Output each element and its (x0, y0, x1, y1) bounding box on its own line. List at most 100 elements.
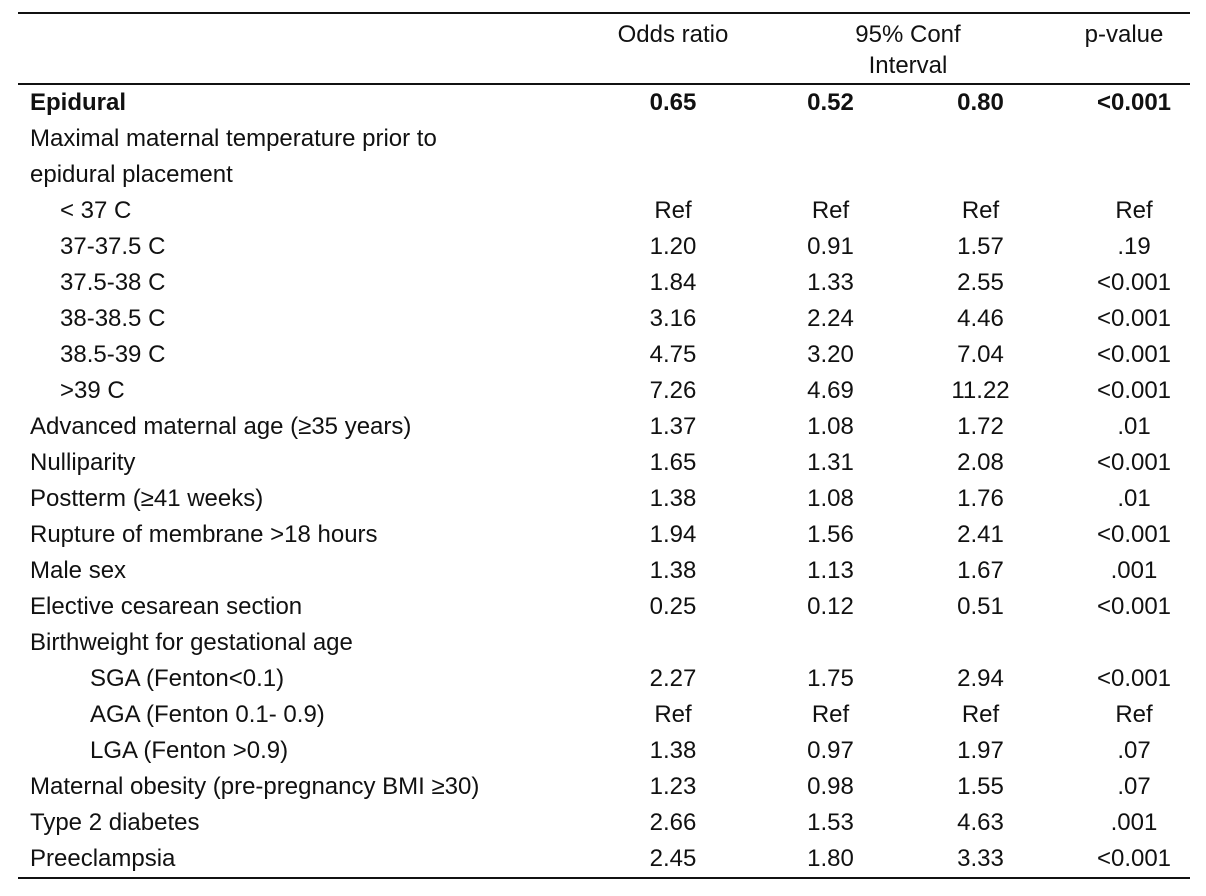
odds-ratio-table: Odds ratio 95% Conf p-value Interval Epi… (18, 12, 1190, 879)
table-row: Nulliparity 1.65 1.31 2.08 <0.001 (18, 445, 1190, 481)
ci-lower-cell: 0.91 (807, 233, 854, 260)
ci-upper-cell (903, 157, 1058, 193)
p-value-cell: <0.001 (1096, 593, 1172, 620)
ci-lower-cell: 0.98 (807, 773, 854, 800)
row-label: Nulliparity (30, 449, 136, 476)
odds-ratio-cell: 3.16 (649, 305, 697, 332)
ci-upper-cell: Ref (961, 701, 1000, 728)
table-row: SGA (Fenton<0.1) 2.27 1.75 2.94 <0.001 (18, 661, 1190, 697)
p-value-cell: <0.001 (1096, 521, 1172, 548)
ci-upper-cell: 11.22 (951, 377, 1010, 404)
header-odds-ratio: Odds ratio (588, 12, 758, 51)
odds-ratio-cell: 1.94 (649, 521, 697, 548)
table-row: < 37 C Ref Ref Ref Ref (18, 193, 1190, 229)
ci-lower-cell: 0.12 (807, 593, 854, 620)
row-label: epidural placement (30, 161, 233, 188)
p-value-cell: <0.001 (1096, 269, 1172, 296)
ci-lower-cell: 1.53 (807, 809, 854, 836)
row-label: Preeclampsia (18, 841, 588, 879)
ci-lower-cell: 1.75 (807, 665, 854, 692)
p-value-cell: .001 (1110, 557, 1158, 584)
odds-ratio-cell: 2.45 (588, 841, 758, 879)
row-label: Postterm (≥41 weeks) (30, 485, 264, 512)
table-row: epidural placement (18, 157, 1190, 193)
table-row: Elective cesarean section 0.25 0.12 0.51 <0.… (18, 589, 1190, 625)
ci-lower-cell: 1.56 (807, 521, 854, 548)
odds-ratio-cell: Ref (654, 701, 692, 728)
ci-lower-cell: 4.69 (807, 377, 854, 404)
row-label: Epidural (30, 89, 127, 116)
header-ci-line1: 95% Conf (758, 12, 1058, 51)
p-value-cell: <0.001 (1058, 841, 1190, 879)
p-value-cell: .01 (1117, 485, 1151, 512)
p-value-cell: .01 (1117, 413, 1151, 440)
p-value-cell: <0.001 (1096, 665, 1172, 692)
header-ci-line2: Interval (758, 51, 1058, 85)
p-value-cell: .07 (1117, 737, 1151, 764)
row-label: Type 2 diabetes (30, 809, 200, 836)
ci-lower-cell: Ref (811, 701, 850, 728)
p-value-cell: <0.001 (1096, 341, 1172, 368)
table-row: LGA (Fenton >0.9) 1.38 0.97 1.97 .07 (18, 733, 1190, 769)
ci-lower-cell: 1.13 (807, 557, 854, 584)
ci-upper-cell: 2.94 (957, 665, 1004, 692)
table-row: 38.5-39 C 4.75 3.20 7.04 <0.001 (18, 337, 1190, 373)
odds-ratio-cell: 1.37 (649, 413, 697, 440)
p-value-cell: <0.001 (1096, 377, 1172, 404)
ci-upper-cell: 2.08 (957, 449, 1004, 476)
ci-upper-cell: 0.80 (957, 89, 1004, 116)
ci-lower-cell: Ref (811, 197, 850, 224)
row-label: Birthweight for gestational age (30, 629, 353, 656)
ci-lower-cell: 1.80 (758, 841, 903, 879)
odds-ratio-cell: 1.65 (649, 449, 697, 476)
odds-ratio-cell: 1.23 (649, 773, 697, 800)
ci-upper-cell: 0.51 (957, 593, 1004, 620)
ci-upper-cell (903, 121, 1058, 157)
table-row: Postterm (≥41 weeks) 1.38 1.08 1.76 .01 (18, 481, 1190, 517)
ci-lower-cell (758, 625, 903, 661)
table-row: Maximal maternal temperature prior to (18, 121, 1190, 157)
row-label: LGA (Fenton >0.9) (90, 737, 289, 764)
ci-upper-cell: 1.55 (957, 773, 1004, 800)
table-row: Male sex 1.38 1.13 1.67 .001 (18, 553, 1190, 589)
row-label: Advanced maternal age (≥35 years) (30, 413, 412, 440)
table-row: Rupture of membrane >18 hours 1.94 1.56 2.4… (18, 517, 1190, 553)
ci-lower-cell: 3.20 (807, 341, 854, 368)
odds-ratio-cell (588, 157, 758, 193)
odds-ratio-cell: 1.38 (649, 557, 697, 584)
ci-lower-cell: 1.33 (807, 269, 854, 296)
row-label: SGA (Fenton<0.1) (90, 665, 285, 692)
table-row: 38-38.5 C 3.16 2.24 4.46 <0.001 (18, 301, 1190, 337)
odds-ratio-cell: 0.25 (649, 593, 697, 620)
odds-ratio-cell: Ref (654, 197, 692, 224)
row-label: Elective cesarean section (30, 593, 303, 620)
row-label: Maternal obesity (pre-pregnancy BMI ≥30) (30, 773, 480, 800)
p-value-cell: <0.001 (1096, 449, 1172, 476)
ci-upper-cell: 3.33 (903, 841, 1058, 879)
ci-lower-cell: 1.08 (807, 485, 854, 512)
ci-lower-cell (758, 121, 903, 157)
ci-lower-cell: 1.08 (807, 413, 854, 440)
p-value-cell: .07 (1117, 773, 1151, 800)
ci-lower-cell (758, 157, 903, 193)
ci-lower-cell: 2.24 (807, 305, 854, 332)
row-label: Rupture of membrane >18 hours (30, 521, 378, 548)
row-label: Male sex (30, 557, 127, 584)
table-row: 37.5-38 C 1.84 1.33 2.55 <0.001 (18, 265, 1190, 301)
header-p-value: p-value (1058, 12, 1190, 51)
odds-ratio-cell: 1.38 (649, 485, 697, 512)
odds-ratio-cell: 7.26 (649, 377, 697, 404)
row-label: 38.5-39 C (60, 341, 166, 368)
header-p-value-spacer (1058, 51, 1190, 85)
table-row: AGA (Fenton 0.1- 0.9) Ref Ref Ref Ref (18, 697, 1190, 733)
row-label: Maximal maternal temperature prior to (30, 125, 437, 152)
ci-upper-cell: 4.46 (957, 305, 1004, 332)
ci-lower-cell: 0.52 (807, 89, 854, 116)
ci-upper-cell: 1.72 (957, 413, 1004, 440)
table-row: Preeclampsia 2.45 1.80 3.33 <0.001 (18, 841, 1190, 879)
header-variable-spacer (18, 51, 588, 85)
ci-upper-cell: 1.57 (957, 233, 1004, 260)
ci-lower-cell: 0.97 (807, 737, 854, 764)
table-row: Advanced maternal age (≥35 years) 1.37 1.0… (18, 409, 1190, 445)
ci-upper-cell: 7.04 (957, 341, 1004, 368)
